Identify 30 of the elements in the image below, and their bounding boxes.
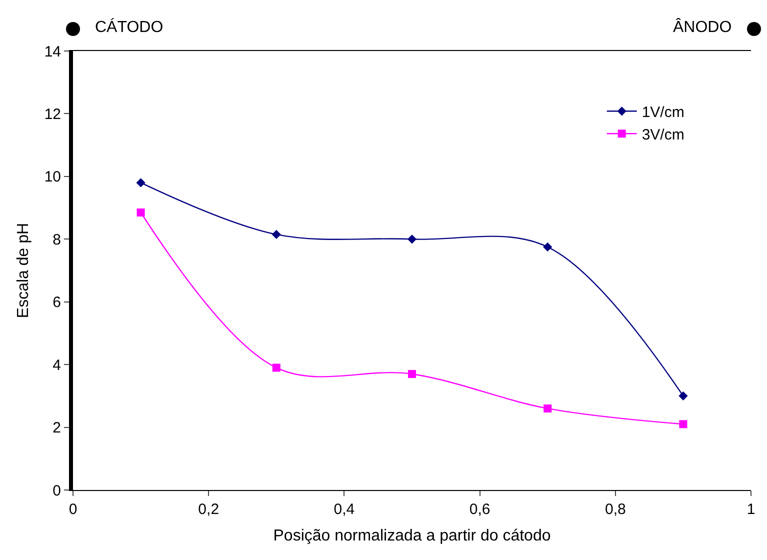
x-tick-label: 0,2 — [198, 501, 220, 518]
text: CÁTODO — [95, 18, 164, 36]
point — [543, 242, 552, 252]
y-tick-label: 0 — [52, 482, 61, 500]
y-tick-label: 12 — [44, 106, 61, 123]
point — [272, 230, 281, 239]
x-tick-label: 0,8 — [604, 501, 626, 518]
y-tick-label: 10 — [44, 168, 61, 186]
legend-label: 1V/cm — [642, 104, 684, 121]
x-axis-title: Posição normalizada a partir do cátodo — [273, 528, 551, 545]
point — [408, 370, 416, 378]
x-tick-label: 0 — [68, 501, 78, 518]
y-tick-label: 8 — [52, 231, 61, 248]
y-tick-label: 14 — [44, 43, 61, 60]
legend-label: 3V/cm — [642, 126, 684, 144]
point — [136, 208, 145, 216]
point — [679, 420, 688, 428]
point — [136, 178, 146, 188]
text: ÂNODO — [673, 18, 732, 36]
y-tick-label: 6 — [52, 294, 61, 312]
point — [544, 404, 552, 412]
point — [272, 364, 280, 372]
y-tick-label: 4 — [52, 356, 61, 374]
y-tick-label: 2 — [52, 420, 61, 437]
x-tick-label: 0,6 — [469, 501, 490, 518]
y-axis-title: Escala de pH — [15, 222, 32, 318]
point — [678, 391, 688, 400]
x-tick-label: 0,4 — [334, 501, 355, 518]
point — [407, 234, 417, 244]
x-tick-label: 1 — [746, 501, 756, 518]
